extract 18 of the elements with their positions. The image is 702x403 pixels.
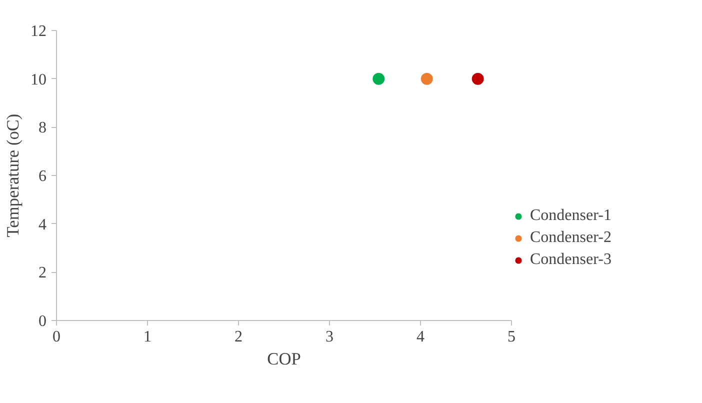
y-tick-label: 12 (30, 23, 46, 40)
x-tick-label: 5 (508, 328, 516, 346)
x-tick-label: 4 (416, 328, 424, 346)
legend-label: Condenser-2 (530, 229, 612, 247)
x-axis-title: COP (267, 350, 301, 368)
y-tick-label: 0 (38, 313, 46, 330)
y-tick-label: 10 (30, 71, 46, 88)
x-tick-label: 3 (326, 328, 334, 346)
legend-label: Condenser-3 (530, 251, 612, 269)
y-tick-label: 8 (38, 120, 46, 137)
x-tick-label: 1 (144, 328, 152, 346)
y-tick-label: 2 (38, 264, 46, 282)
y-axis-title: Temperature (oC) (4, 114, 22, 238)
y-tick-label: 4 (38, 216, 46, 234)
x-tick-label: 2 (234, 328, 242, 346)
x-tick-label: 0 (52, 328, 60, 346)
y-tick-label: 6 (38, 168, 46, 185)
legend-label: Condenser-1 (530, 207, 612, 225)
